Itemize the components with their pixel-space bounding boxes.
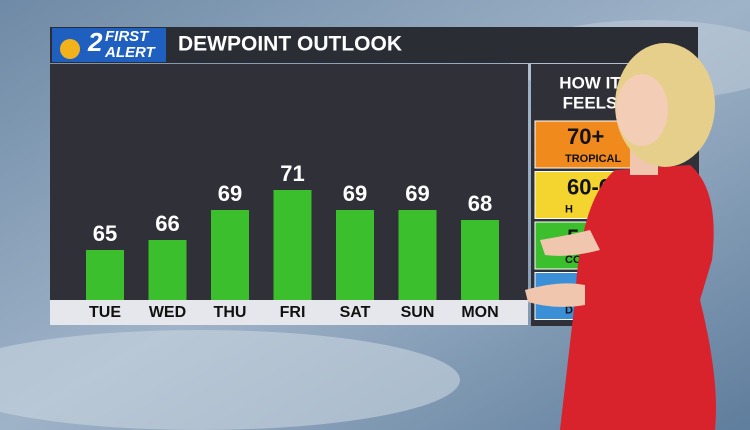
- bar: [336, 210, 374, 300]
- value-label: 65: [93, 221, 117, 246]
- peacock-logo: [60, 39, 80, 59]
- title: DEWPOINT OUTLOOK: [178, 33, 402, 56]
- legend-title: FEELS: [563, 93, 618, 112]
- bar: [211, 210, 249, 300]
- category-label: SUN: [401, 304, 435, 321]
- cloud: [0, 330, 460, 430]
- presenter: [525, 43, 716, 430]
- logo-text: FIRST: [105, 28, 150, 45]
- bar: [86, 250, 124, 300]
- category-label: FRI: [280, 304, 306, 321]
- legend-sublabel: H: [565, 203, 573, 215]
- arm: [525, 283, 585, 307]
- legend-swatch: [534, 120, 636, 169]
- dress: [560, 165, 716, 430]
- bar: [273, 190, 312, 300]
- face: [616, 74, 668, 146]
- value-label: 66: [155, 211, 179, 236]
- arm: [540, 230, 600, 256]
- bar: [148, 240, 187, 300]
- logo-number: 2: [87, 27, 103, 57]
- value-label: 69: [343, 181, 367, 206]
- bar-chart: 65 TUE 66 WED 69 THU 71 FRI 69 SAT 69 SUN 68 MON: [86, 161, 499, 321]
- legend-label: 70+: [567, 124, 604, 149]
- category-label: WED: [149, 304, 186, 321]
- bar: [461, 220, 499, 300]
- value-label: 69: [218, 181, 242, 206]
- legend-sublabel: TROPICAL: [565, 153, 622, 165]
- bar: [398, 210, 437, 300]
- value-label: 69: [405, 181, 429, 206]
- category-strip: [50, 300, 528, 325]
- legend-sublabel: D: [565, 304, 573, 316]
- value-label: 68: [468, 191, 492, 216]
- category-label: THU: [214, 304, 247, 321]
- category-label: MON: [461, 304, 498, 321]
- logo-text: ALERT: [104, 44, 157, 61]
- category-label: TUE: [89, 304, 121, 321]
- category-label: SAT: [340, 304, 371, 321]
- value-label: 71: [280, 161, 304, 186]
- legend-title: HOW IT: [559, 73, 621, 92]
